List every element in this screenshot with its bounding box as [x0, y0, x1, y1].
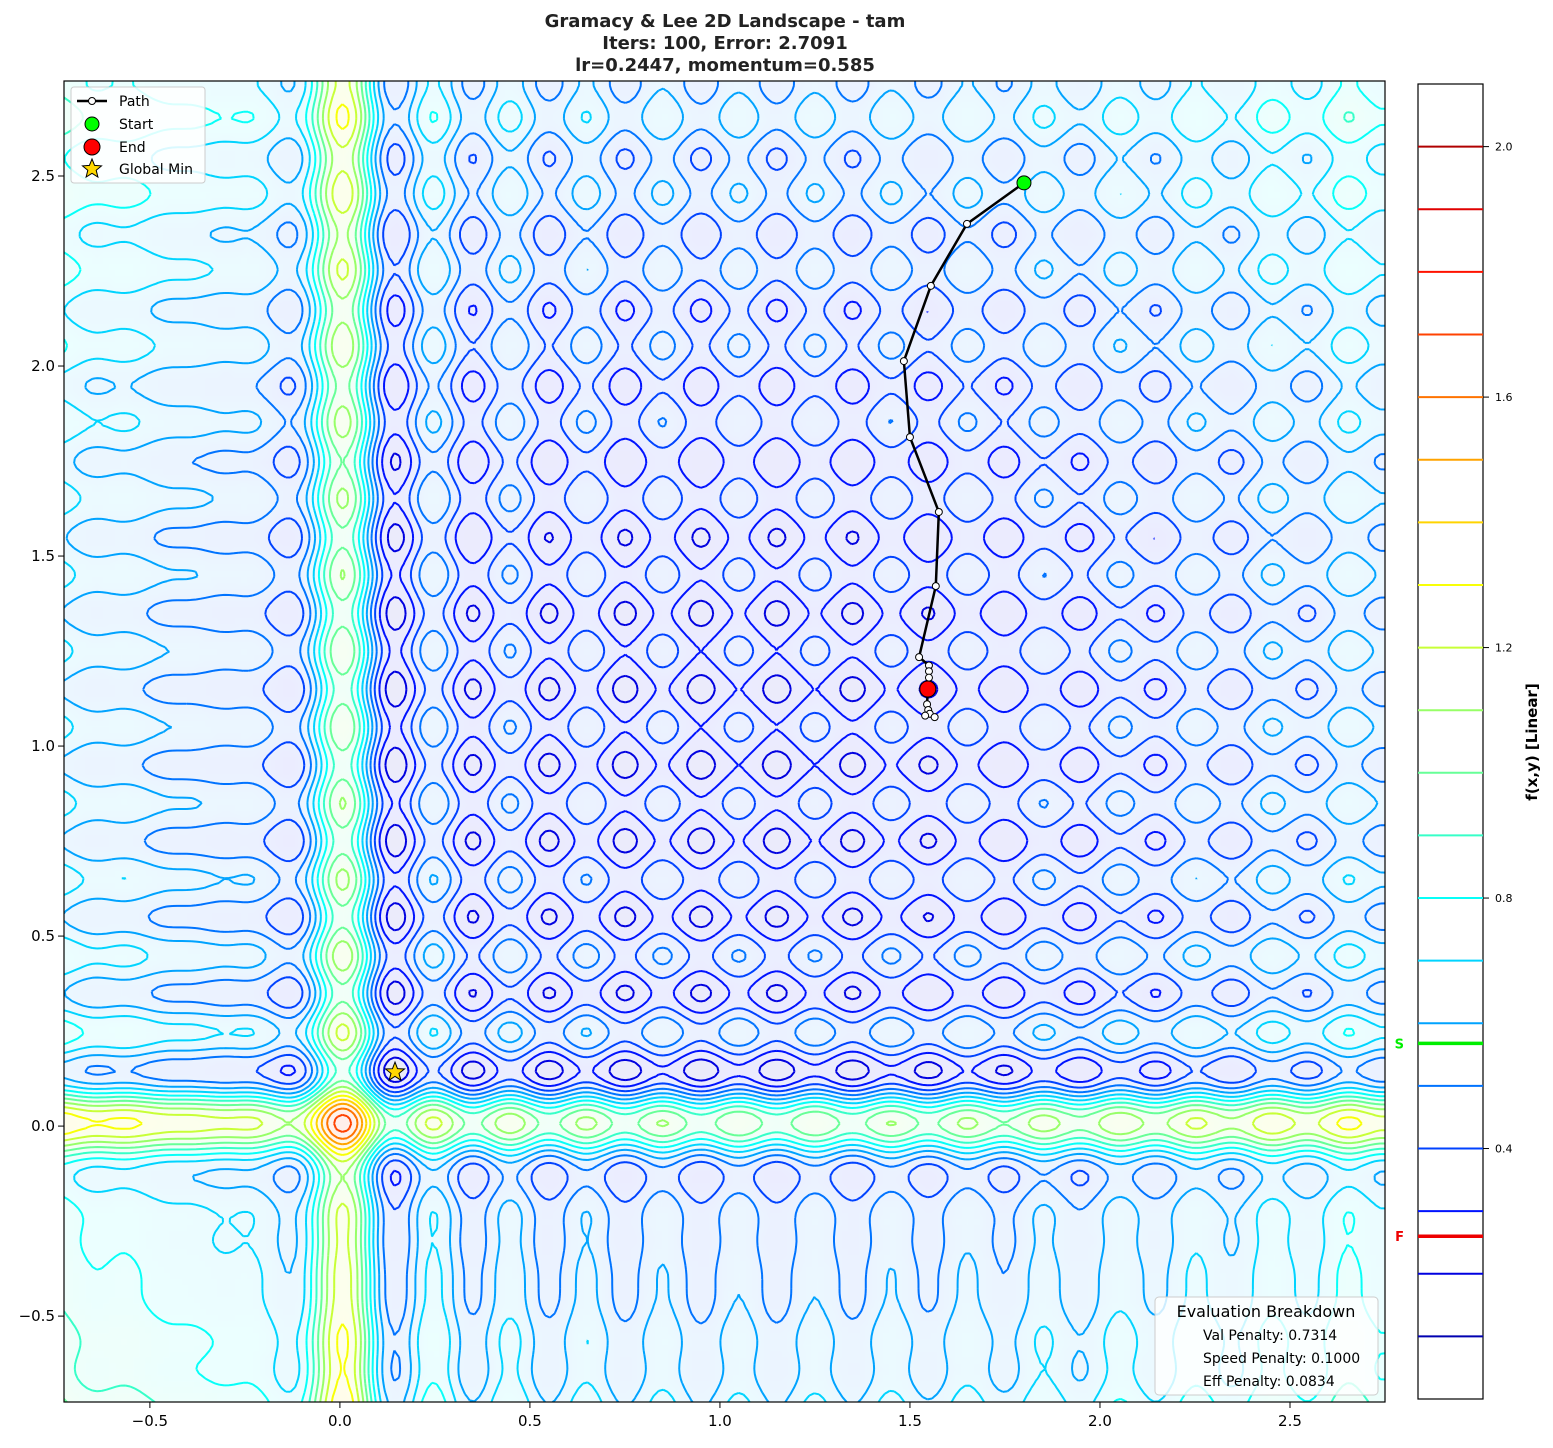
path-point — [926, 281, 935, 290]
colorbar-label: f(x,y) [Linear] — [1523, 683, 1541, 800]
contour-lines — [64, 81, 1385, 1402]
optimizer-path — [384, 175, 1032, 1082]
contour-level — [383, 452, 1014, 1083]
colorbar-tick-label: 0.4 — [1495, 1143, 1513, 1156]
path-point — [962, 219, 971, 228]
contour-level — [64, 81, 1385, 1402]
legend-path: Path — [77, 94, 150, 110]
x-tick-label: 1.0 — [708, 1412, 732, 1430]
colorbar-tick-label: 1.6 — [1495, 391, 1513, 404]
y-tick-label: 2.0 — [31, 357, 55, 375]
legend-label-start: Start — [119, 117, 154, 133]
y-tick-label: −0.5 — [19, 1307, 55, 1325]
contour-level — [255, 142, 1324, 1211]
y-tick-label: 1.0 — [31, 737, 55, 755]
x-tick-label: 0.5 — [518, 1412, 542, 1430]
y-tick-label: 1.5 — [31, 547, 55, 565]
contour-level — [326, 1107, 359, 1140]
contour-level — [64, 103, 1363, 1402]
legend-label-global-min: Global Min — [119, 162, 193, 178]
y-tick-label: 2.5 — [31, 167, 55, 185]
path-point — [924, 673, 933, 682]
colorbar-tick-label: 2.0 — [1495, 141, 1513, 154]
y-tick-label: 0.5 — [31, 927, 55, 945]
contour-level — [333, 1113, 353, 1133]
y-axis: −0.5 0.0 0.5 1.0 1.5 2.0 2.5 — [19, 167, 64, 1325]
evaluation-breakdown: Evaluation Breakdown Val Penalty: 0.7314… — [1154, 1296, 1379, 1396]
contour-level — [64, 81, 1385, 1402]
path-point — [930, 713, 939, 722]
axes-frame — [63, 80, 1386, 1403]
colorbar-tick-label: 1.2 — [1495, 642, 1513, 655]
title-line-2: Iters: 100, Error: 2.7091 — [602, 33, 847, 54]
x-tick-label: 2.5 — [1278, 1412, 1302, 1430]
path-point — [924, 667, 933, 676]
path-point — [905, 433, 914, 442]
colorbar: 0.4 0.8 1.2 1.6 2.0 S F — [1395, 83, 1513, 1400]
title-line-3: lr=0.2447, momentum=0.585 — [575, 55, 875, 76]
heatmap-background — [64, 81, 1385, 1402]
contour-level — [279, 294, 1172, 1187]
eff-penalty: Eff Penalty: 0.0834 — [1203, 1374, 1335, 1390]
speed-penalty: Speed Penalty: 0.1000 — [1203, 1351, 1360, 1367]
contour-level — [315, 1098, 368, 1151]
evaluation-title: Evaluation Breakdown — [1177, 1302, 1356, 1321]
plot-area — [64, 81, 1385, 1402]
path-point — [915, 653, 924, 662]
legend-label-path: Path — [119, 94, 150, 110]
x-tick-label: 2.0 — [1088, 1412, 1112, 1430]
colorbar-marker-label: F — [1395, 1230, 1404, 1245]
global-min-marker — [384, 1060, 406, 1082]
x-tick-label: −0.5 — [132, 1412, 168, 1430]
x-axis: −0.5 0.0 0.5 1.0 1.5 2.0 2.5 — [132, 1402, 1302, 1430]
title-line-1: Gramacy & Lee 2D Landscape - tam — [545, 11, 906, 32]
contour-level — [64, 81, 1385, 1402]
y-tick-label: 0.0 — [31, 1117, 55, 1135]
contour-level — [64, 81, 1385, 1402]
star-icon — [81, 157, 103, 179]
contour-level — [64, 81, 1385, 1402]
val-penalty: Val Penalty: 0.7314 — [1203, 1328, 1337, 1344]
legend-label-end: End — [119, 140, 146, 156]
end-marker — [919, 680, 937, 698]
path-point — [899, 357, 908, 366]
contour-level — [320, 1102, 364, 1146]
x-tick-label: 1.5 — [898, 1412, 922, 1430]
x-tick-label: 0.0 — [328, 1412, 352, 1430]
contour-level — [84, 81, 1385, 1382]
legend: Path Start End Global Min — [70, 86, 206, 184]
legend-end: End — [83, 138, 146, 156]
colorbar-tick-label: 0.8 — [1495, 892, 1513, 905]
legend-start: Start — [84, 116, 154, 133]
path-point — [934, 507, 943, 516]
start-marker — [1016, 175, 1032, 191]
colorbar-marker-label: S — [1395, 1037, 1404, 1052]
legend-global-min: Global Min — [81, 157, 193, 179]
path-point — [931, 582, 940, 591]
path-point — [921, 711, 930, 720]
